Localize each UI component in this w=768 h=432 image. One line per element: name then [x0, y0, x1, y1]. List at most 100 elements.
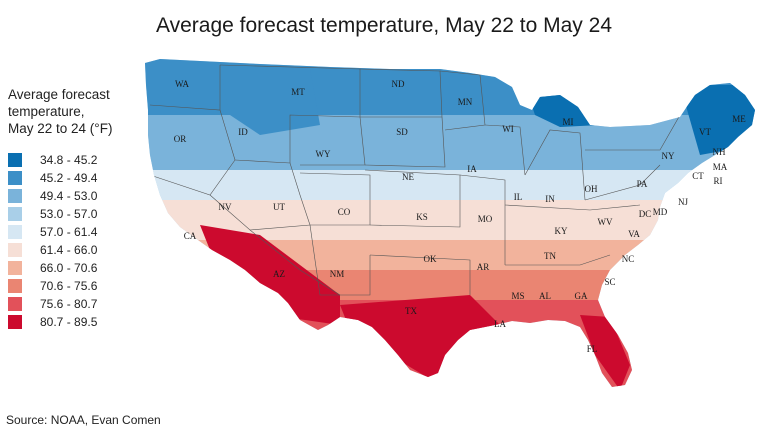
state-label-la: LA [494, 319, 506, 329]
state-label-mt: MT [291, 87, 305, 97]
hot-southwest [200, 225, 340, 325]
state-label-ks: KS [416, 212, 428, 222]
legend-rows: 34.8 - 45.2 45.2 - 49.4 49.4 - 53.0 53.0 - … [8, 151, 148, 331]
legend-label: 53.0 - 57.0 [40, 207, 98, 221]
state-label-ut: UT [273, 202, 285, 212]
legend-title-line: May 22 to 24 (°F) [8, 121, 113, 136]
legend-item: 34.8 - 45.2 [8, 151, 148, 169]
legend-item: 70.6 - 75.6 [8, 277, 148, 295]
us-temperature-map: WA OR ID MT WY ND SD NE MN WI MI IA IL IN OH PA NY VT ME NH… [145, 59, 755, 387]
hot-texas [340, 295, 500, 385]
state-label-dc: DC [639, 209, 652, 219]
border-az [249, 229, 341, 296]
state-label-il: IL [514, 192, 523, 202]
border-or-south [149, 109, 236, 196]
state-label-ma: MA [713, 162, 728, 172]
legend-swatch [8, 171, 22, 185]
legend-swatch [8, 207, 22, 221]
state-label-id: ID [238, 127, 248, 137]
legend-label: 61.4 - 66.0 [40, 243, 98, 257]
state-label-nv: NV [219, 202, 232, 212]
border-wv-va [584, 164, 661, 201]
state-label-mn: MN [458, 97, 473, 107]
state-label-oh: OH [585, 184, 598, 194]
state-label-tn: TN [544, 251, 556, 261]
legend-swatch [8, 225, 22, 239]
state-label-vt: VT [699, 127, 711, 137]
state-label-fl: FL [587, 344, 598, 354]
state-label-az: AZ [273, 269, 285, 279]
state-label-al: AL [539, 291, 551, 301]
border-ky-tn [504, 204, 641, 211]
legend-title-line: Average forecast [8, 87, 110, 102]
state-label-ny: NY [662, 151, 675, 161]
legend-swatch [8, 279, 22, 293]
legend-swatch [8, 153, 22, 167]
state-label-ar: AR [477, 262, 490, 272]
legend-item: 61.4 - 66.0 [8, 241, 148, 259]
border-mn [439, 70, 486, 131]
state-label-me: ME [732, 114, 746, 124]
state-label-mi: MI [563, 117, 574, 127]
state-label-nc: NC [622, 254, 635, 264]
legend-swatch [8, 243, 22, 257]
band-central [145, 170, 755, 200]
legend-item: 75.6 - 80.7 [8, 295, 148, 313]
legend-item: 66.0 - 70.6 [8, 259, 148, 277]
state-labels: WA OR ID MT WY ND SD NE MN WI MI IA IL IN OH PA NY VT ME NH… [174, 79, 747, 354]
state-label-ct: CT [692, 171, 704, 181]
state-label-sc: SC [604, 277, 615, 287]
band-deep-south [145, 270, 755, 300]
state-label-ca: CA [184, 231, 197, 241]
legend-label: 34.8 - 45.2 [40, 153, 98, 167]
border-ok-tx [369, 254, 471, 295]
state-label-pa: PA [637, 179, 648, 189]
cold-new-england [680, 85, 755, 155]
state-label-ok: OK [424, 254, 437, 264]
state-label-sd: SD [396, 127, 408, 137]
state-label-ia: IA [467, 164, 477, 174]
temperature-bands [145, 59, 755, 387]
border-pa-ny [585, 114, 681, 151]
state-label-or: OR [174, 134, 187, 144]
state-label-wy: WY [316, 149, 331, 159]
legend-label: 45.2 - 49.4 [40, 171, 98, 185]
state-label-nh: NH [713, 147, 726, 157]
legend-item: 80.7 - 89.5 [8, 313, 148, 331]
legend-swatch [8, 261, 22, 275]
state-label-wv: WV [598, 217, 613, 227]
legend-label: 57.0 - 61.4 [40, 225, 98, 239]
state-label-md: MD [653, 207, 668, 217]
state-label-ga: GA [575, 291, 588, 301]
border-nm [309, 224, 371, 296]
legend-item: 49.4 - 53.0 [8, 187, 148, 205]
border-nv-ut [209, 159, 311, 231]
legend-swatch [8, 189, 22, 203]
state-label-wi: WI [502, 124, 514, 134]
state-borders [149, 64, 681, 296]
state-label-wa: WA [175, 79, 189, 89]
hot-florida [580, 315, 630, 387]
legend-item: 57.0 - 61.4 [8, 223, 148, 241]
border-ks [364, 169, 461, 228]
legend-swatch [8, 297, 22, 311]
legend-label: 49.4 - 53.0 [40, 189, 98, 203]
state-label-ne: NE [402, 172, 414, 182]
legend: Average forecast temperature, May 22 to … [8, 86, 148, 331]
legend-label: 70.6 - 75.6 [40, 279, 98, 293]
cool-rockies [220, 65, 320, 135]
border-mo-ar [459, 174, 506, 265]
border-ia-il [484, 124, 526, 176]
chart-title: Average forecast temperature, May 22 to … [155, 14, 612, 37]
border-co [299, 172, 371, 226]
state-label-ms: MS [511, 291, 524, 301]
state-label-ky: KY [555, 226, 568, 236]
state-label-tx: TX [405, 306, 417, 316]
state-label-va: VA [628, 229, 640, 239]
state-label-nd: ND [392, 79, 405, 89]
state-label-in: IN [545, 194, 555, 204]
legend-swatch [8, 315, 22, 329]
border-nd [359, 68, 443, 118]
state-label-ri: RI [714, 176, 723, 186]
legend-title: Average forecast temperature, May 22 to … [8, 86, 148, 137]
